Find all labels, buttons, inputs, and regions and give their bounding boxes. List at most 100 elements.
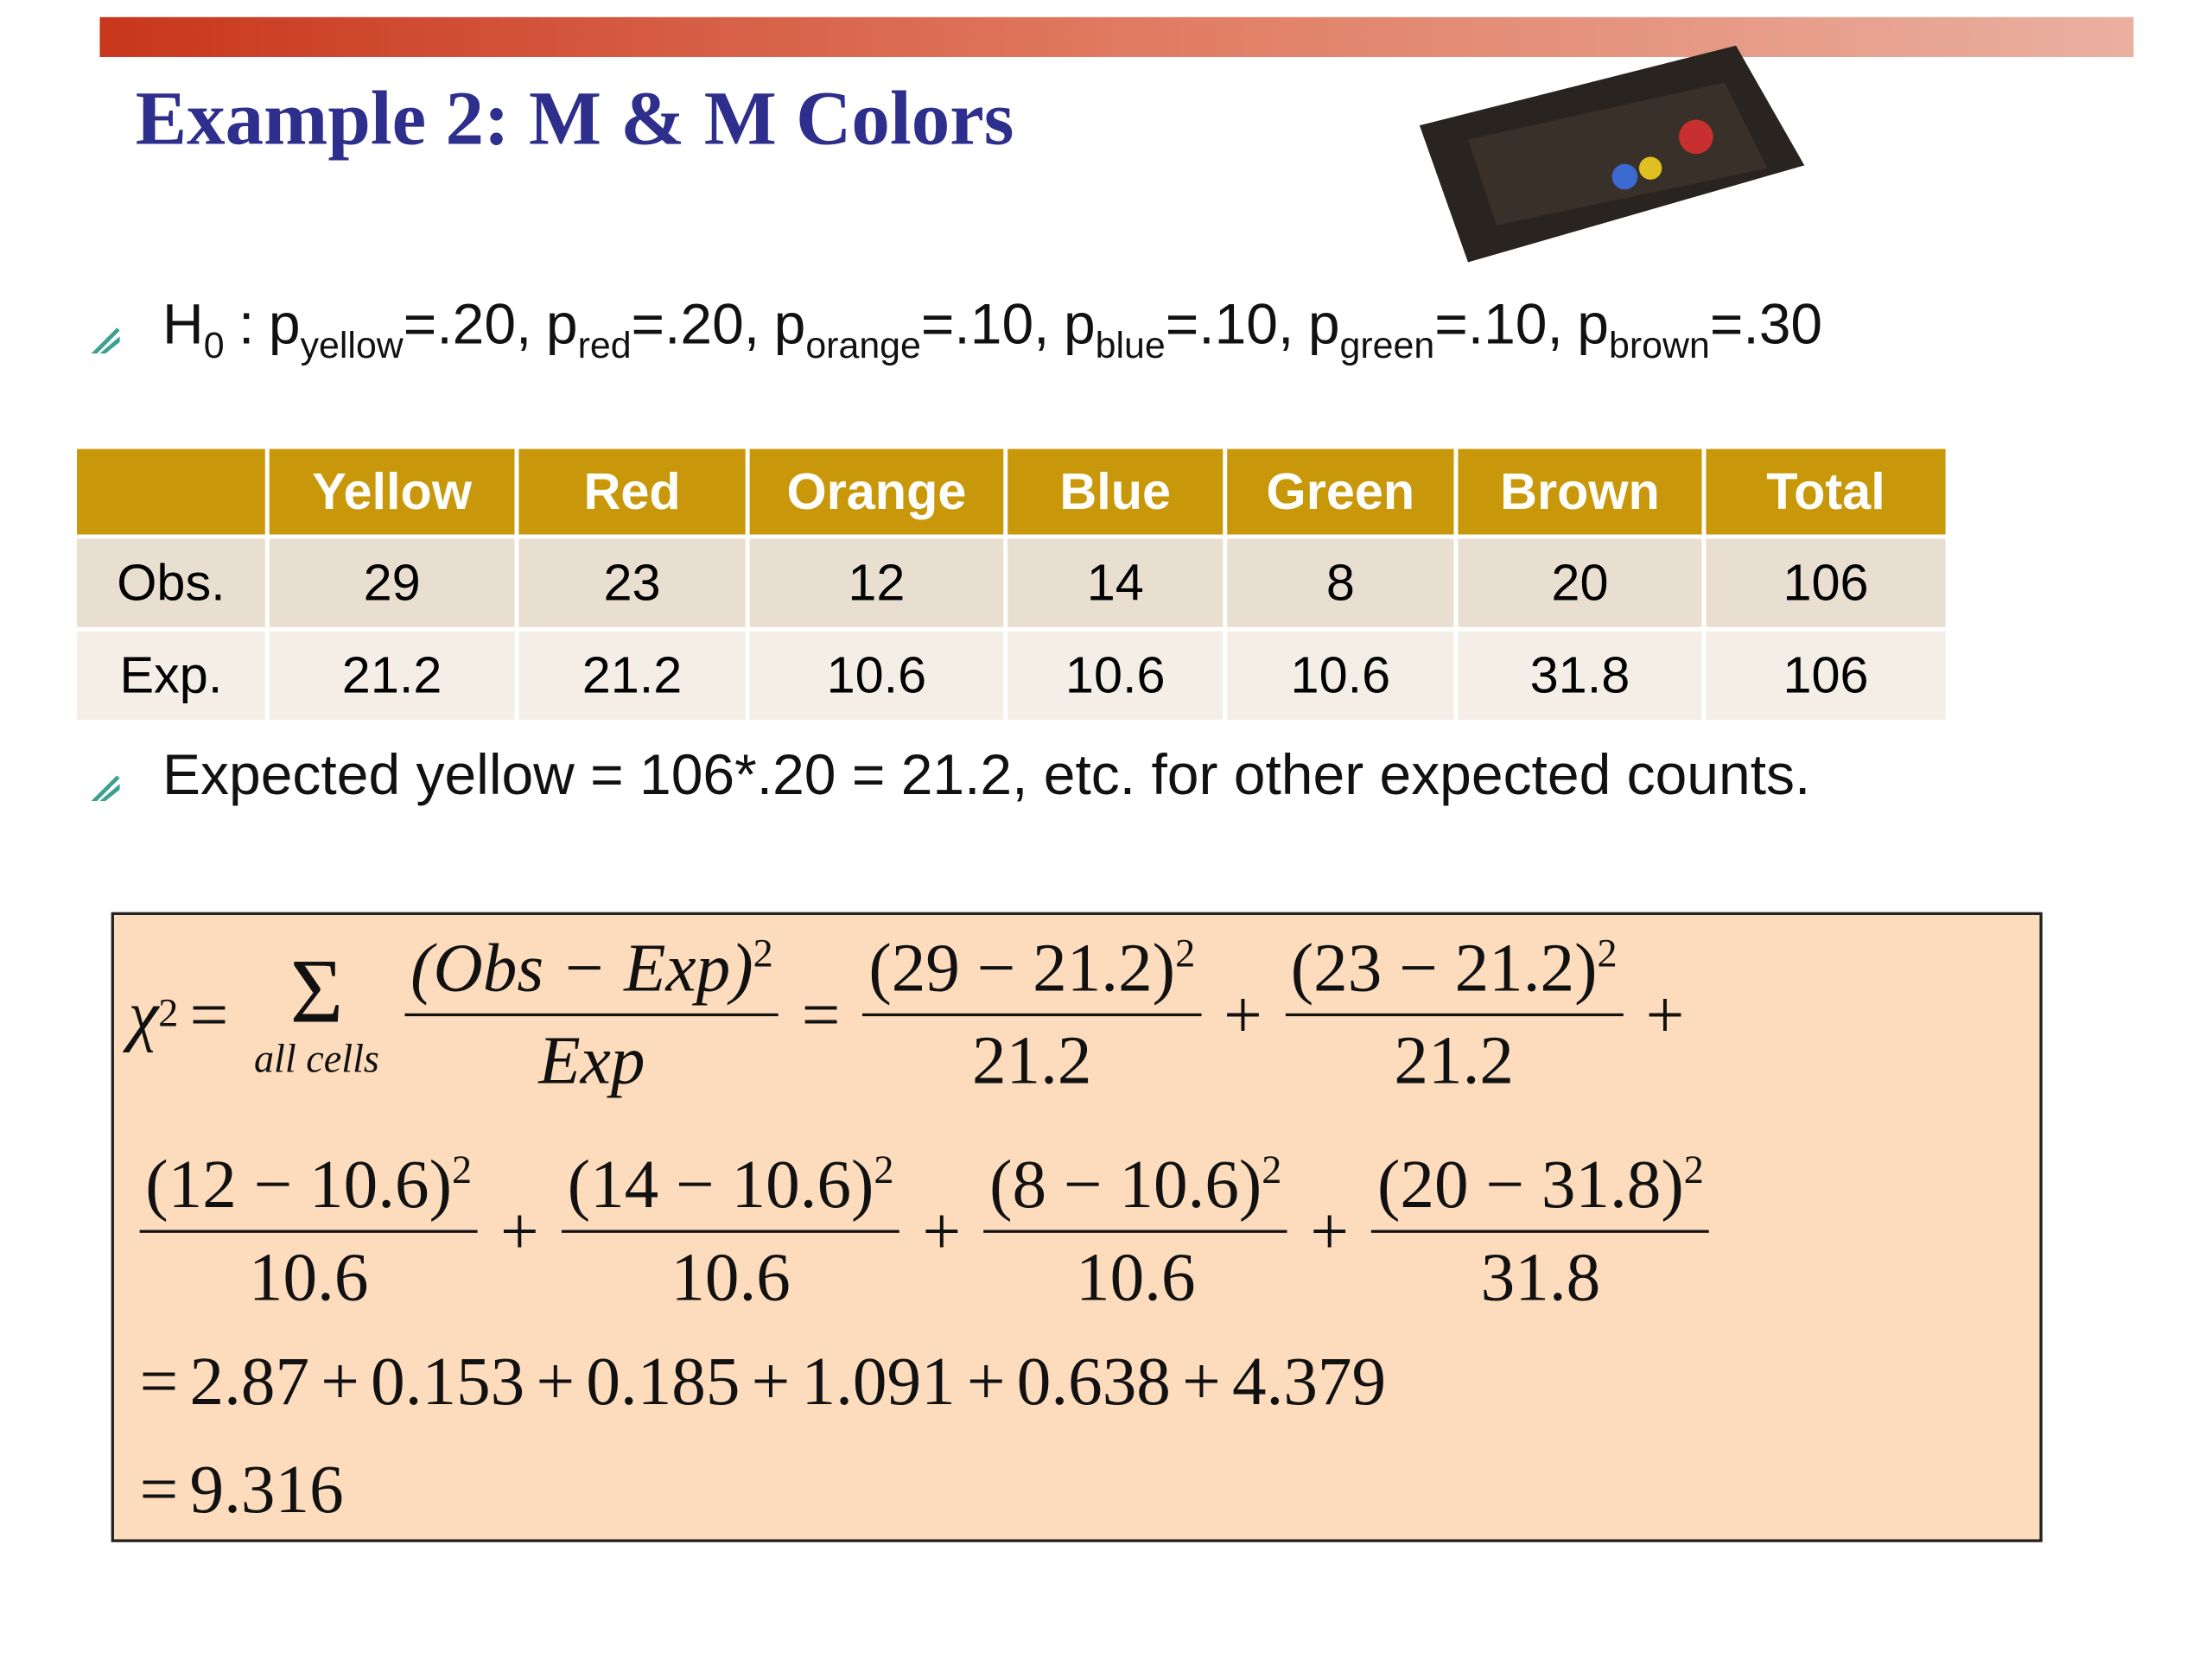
row-label: Exp. [77, 629, 270, 720]
exponent: 2 [1597, 931, 1618, 976]
exponent: 2 [753, 931, 773, 976]
formula-row: (12 − 10.6)2 10.6 + (14 − 10.6)2 10.6 + (8 − 1… [128, 1146, 1720, 1317]
counts-table: Yellow Red Orange Blue Green Brown Total Obs. 29… [77, 448, 1950, 720]
numerator-text: (20 − 31.8) [1377, 1147, 1684, 1224]
exponent: 2 [158, 992, 179, 1037]
p-symbol: p [1063, 293, 1096, 357]
chi-square-total: 9.316 [189, 1452, 344, 1529]
p-symbol: p [1307, 293, 1340, 357]
candy-bag-image [1419, 45, 1805, 263]
data-row: Obs. 29 23 12 14 8 20 106 [77, 537, 1950, 632]
cell: 31.8 [1455, 629, 1707, 720]
p-subscript: orange [805, 323, 921, 366]
top-bar [99, 16, 2134, 57]
p-subscript: red [577, 323, 632, 366]
bullet-icon [91, 775, 120, 802]
fraction: (14 − 10.6)2 10.6 [562, 1146, 900, 1317]
operator: + [966, 1344, 1006, 1420]
p-value: =.10, [1165, 293, 1294, 357]
cell: 21.2 [267, 629, 519, 720]
cell: 10.6 [1005, 629, 1228, 720]
contribution: 4.379 [1231, 1344, 1387, 1420]
cell: 106 [1703, 537, 1950, 632]
fraction: (20 − 31.8)2 31.8 [1371, 1146, 1710, 1317]
cell: 23 [516, 537, 750, 632]
column-header: Total [1703, 448, 1950, 539]
numerator: (12 − 10.6)2 [139, 1146, 478, 1233]
p-subscript: blue [1095, 323, 1166, 366]
p-value: =.10, [1434, 293, 1563, 357]
fraction: (8 − 10.6)2 10.6 [983, 1146, 1287, 1317]
operator: + [500, 1193, 539, 1269]
fraction: (23 − 21.2)2 21.2 [1285, 929, 1624, 1100]
cell: 14 [1005, 537, 1228, 632]
denominator: 10.6 [1075, 1240, 1196, 1316]
p-value: =.20, [403, 293, 532, 357]
formula-row: = 9.316 [128, 1451, 344, 1529]
numerator-text: (12 − 10.6) [145, 1147, 452, 1224]
corner-cell [77, 448, 270, 539]
bullet-icon [91, 327, 120, 354]
column-header: Brown [1455, 448, 1707, 539]
numerator-text: (29 − 21.2) [868, 931, 1176, 1007]
denominator: 31.8 [1480, 1240, 1601, 1316]
p-symbol: p [1577, 293, 1610, 357]
proportion: porange=.10, [773, 293, 1050, 366]
fraction: (Obs − Exp)2 Exp [404, 929, 779, 1100]
numerator: (20 − 31.8)2 [1371, 1146, 1710, 1233]
sigma: Σ [289, 940, 344, 1042]
header-row: Yellow Red Orange Blue Green Brown Total [77, 448, 1950, 539]
denominator: 21.2 [1394, 1023, 1514, 1099]
numerator-text: (8 − 10.6) [989, 1147, 1262, 1224]
denominator: Exp [538, 1023, 645, 1099]
proportion: pblue=.10, [1063, 293, 1294, 366]
p-value: =.30 [1709, 293, 1823, 357]
colon: : [238, 293, 255, 357]
denominator: 10.6 [248, 1240, 369, 1316]
proportion: pred=.20, [545, 293, 760, 366]
operator: + [751, 1344, 791, 1420]
numerator-text: (23 − 21.2) [1290, 931, 1598, 1007]
h-symbol: H [162, 293, 204, 357]
p-symbol: p [545, 293, 578, 357]
exponent: 2 [874, 1148, 894, 1193]
column-header: Orange [747, 448, 1008, 539]
expected-note: Expected yellow = 106*.20 = 21.2, etc. f… [162, 744, 1811, 807]
slide-title: Example 2: M & M Colors [135, 75, 1014, 162]
contribution: 0.153 [371, 1344, 525, 1420]
proportion: pbrown=.30 [1577, 293, 1823, 366]
contribution: 0.638 [1016, 1344, 1171, 1420]
numerator: (14 − 10.6)2 [562, 1146, 900, 1233]
p-subscript: green [1339, 323, 1435, 366]
numerator-text: (Obs − Exp) [410, 931, 753, 1007]
row-label: Obs. [77, 537, 270, 632]
column-header: Green [1224, 448, 1459, 539]
p-value: =.10, [920, 293, 1050, 357]
cell: 10.6 [1224, 629, 1459, 720]
p-subscript: brown [1609, 323, 1710, 366]
p-symbol: p [773, 293, 806, 357]
operator: = [139, 1344, 179, 1420]
denominator: 10.6 [671, 1240, 791, 1316]
cell: 10.6 [747, 629, 1008, 720]
p-subscript: yellow [300, 323, 404, 366]
sigma-subscript: all cells [253, 1037, 379, 1082]
operator: + [1182, 1344, 1221, 1420]
operator: + [1310, 1193, 1350, 1269]
proportion: pyellow=.20, [269, 293, 532, 366]
contribution: 2.87 [189, 1344, 310, 1420]
denominator: 21.2 [971, 1023, 1092, 1099]
operator: + [1224, 976, 1262, 1053]
hypothesis: H0: pyellow=.20, pred=.20, porange=.10, pblu… [162, 294, 1837, 368]
numerator: (8 − 10.6)2 [983, 1146, 1287, 1233]
exponent: 2 [1262, 1148, 1282, 1193]
numerator: (29 − 21.2)2 [862, 929, 1201, 1017]
numerator-text: (14 − 10.6) [567, 1147, 874, 1224]
contribution: 0.185 [586, 1344, 741, 1420]
numerator: (Obs − Exp)2 [404, 929, 779, 1017]
column-header: Blue [1005, 448, 1228, 539]
chi-symbol: χ [128, 976, 159, 1053]
